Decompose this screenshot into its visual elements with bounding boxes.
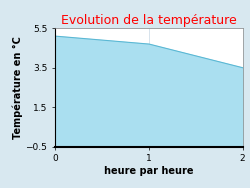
X-axis label: heure par heure: heure par heure xyxy=(104,166,194,176)
Title: Evolution de la température: Evolution de la température xyxy=(61,14,236,27)
Y-axis label: Température en °C: Température en °C xyxy=(12,36,23,139)
